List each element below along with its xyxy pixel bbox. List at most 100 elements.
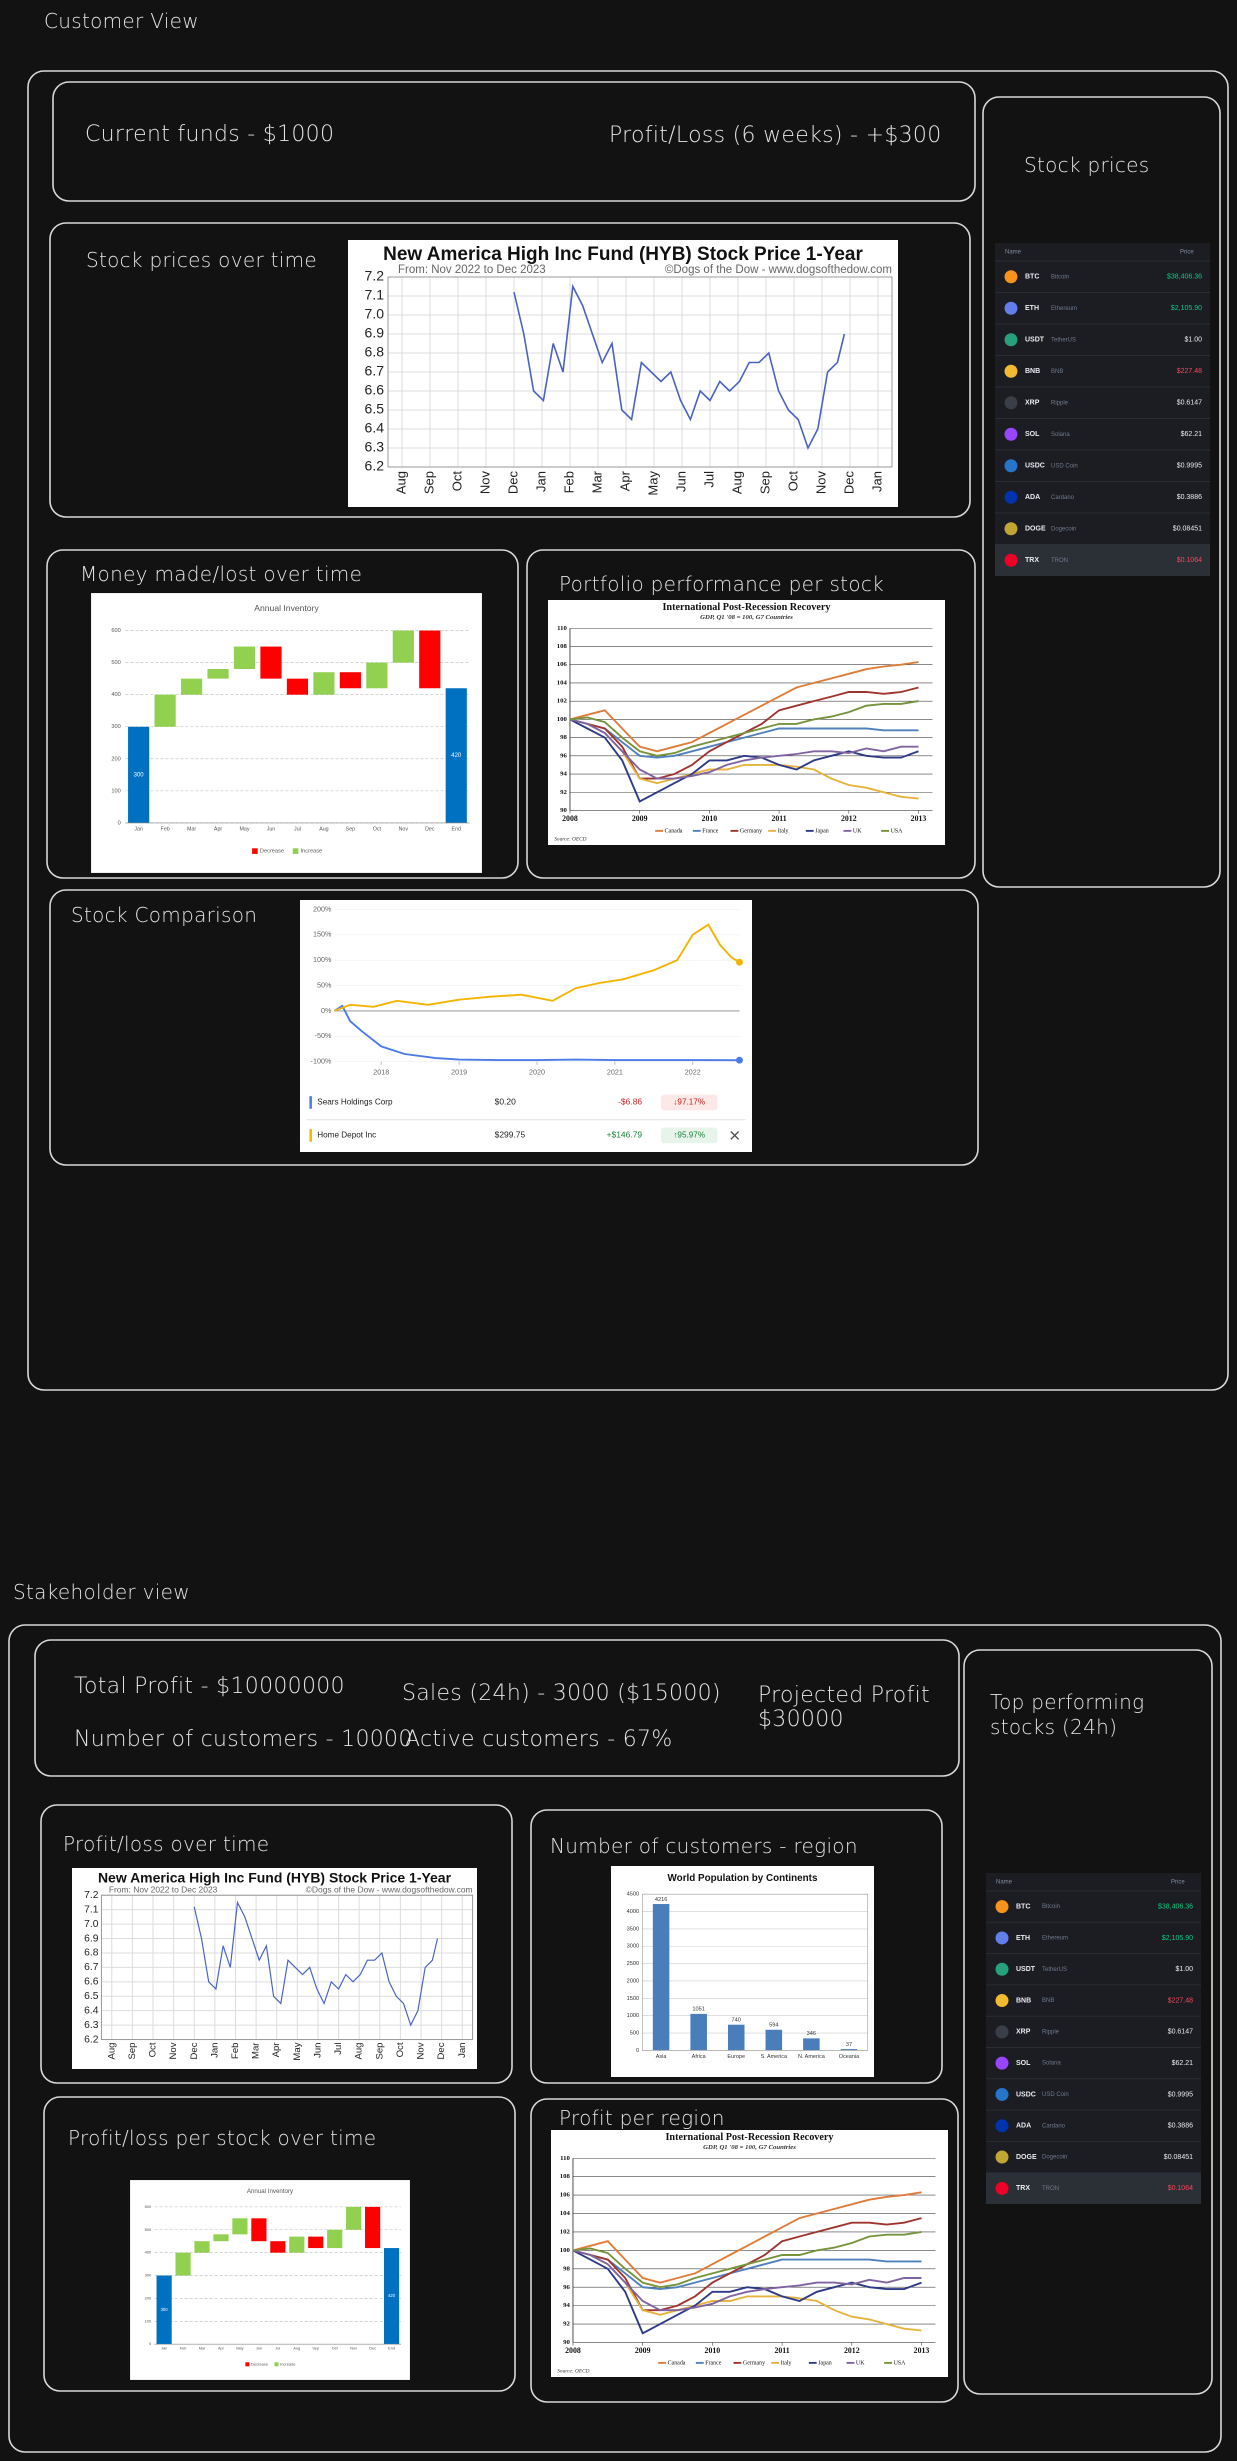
bar <box>233 646 256 670</box>
coin-name: Ripple <box>1051 400 1069 406</box>
panel-title: Profit per region <box>559 2106 725 2130</box>
panel <box>40 1804 513 2084</box>
y-tick-label: 7.1 <box>365 287 385 303</box>
coin-name: Bitcoin <box>1042 1904 1060 1910</box>
price: $2,105.90 <box>1171 305 1202 312</box>
series-line <box>572 2249 922 2332</box>
end-marker <box>735 958 743 966</box>
x-tick-label: Oct <box>395 2042 406 2057</box>
price: $227.48 <box>1168 1997 1193 2004</box>
y-tick-label: 6.5 <box>365 401 385 417</box>
y-tick-label: 500 <box>145 2227 152 2232</box>
data-label: 420 <box>388 2293 396 2298</box>
price-line <box>513 283 846 451</box>
row-highlight <box>995 544 1210 576</box>
y-tick-label: 6.6 <box>84 1977 99 1988</box>
x-tick-label: Nov <box>350 2347 357 2351</box>
y-tick-label: 98 <box>563 2265 570 2272</box>
x-tick-label: Sep <box>346 827 355 833</box>
coin-icon <box>995 2119 1009 2133</box>
coin-icon <box>1004 459 1018 473</box>
legend-swatch <box>252 848 258 854</box>
bar <box>346 2206 362 2230</box>
bar <box>366 662 388 689</box>
bar <box>154 694 176 727</box>
x-tick-label: May <box>236 2347 243 2351</box>
bar <box>392 630 414 663</box>
chart-subtitle: GDP, Q1 '08 = 100, G7 Countries <box>700 614 793 621</box>
y-tick-label: 4000 <box>627 1909 640 1915</box>
x-tick-label: Aug <box>729 471 744 494</box>
y-tick-label: 6.5 <box>84 1991 99 2002</box>
change: -$6.86 <box>618 1097 642 1107</box>
series-line <box>569 661 919 753</box>
x-tick-label: 2013 <box>911 814 927 823</box>
x-tick-label: Oceania <box>839 2054 860 2060</box>
legend-label: UK <box>856 2360 865 2366</box>
section-title: Stakeholder view <box>13 1580 190 1604</box>
coin-name: Ripple <box>1042 2029 1060 2035</box>
x-tick-label: Mar <box>187 827 196 833</box>
y-tick-label: 108 <box>560 2173 571 2180</box>
price-line <box>193 1900 439 2027</box>
y-tick-label: 102 <box>560 2228 571 2235</box>
section-title: Customer View <box>44 9 199 33</box>
y-tick-label: 110 <box>557 625 567 632</box>
panel <box>8 1624 1222 2453</box>
coin-icon <box>1004 333 1018 347</box>
coin-icon <box>1004 301 1018 315</box>
price: $0.9995 <box>1168 2091 1193 2098</box>
y-tick-label: 6.4 <box>84 2005 99 2016</box>
coin-icon <box>1004 364 1018 378</box>
price: $0.6147 <box>1177 400 1202 407</box>
y-tick-label: 7.0 <box>84 1919 99 1930</box>
panel-title: Money made/lost over time <box>80 562 363 586</box>
x-tick-label: Europe <box>727 2054 745 2060</box>
x-tick-label: Aug <box>319 827 328 833</box>
metric: Number of customers - 10000 <box>74 1727 413 1752</box>
legend-label: France <box>702 828 719 834</box>
coin-name: TetherUS <box>1051 337 1076 343</box>
x-tick-label: Apr <box>214 827 222 833</box>
bar <box>194 2241 210 2253</box>
symbol: ADA <box>1016 2123 1031 2130</box>
y-tick-label: -50% <box>315 1031 332 1040</box>
y-tick-label: 92 <box>560 789 567 796</box>
legend-label: Canada <box>665 828 683 834</box>
y-tick-label: 96 <box>560 752 567 759</box>
y-tick-label: 100% <box>313 955 332 964</box>
header: Name <box>996 1880 1013 1886</box>
change: +$146.79 <box>607 1130 643 1140</box>
y-tick-label: 96 <box>563 2284 570 2291</box>
x-tick-label: Apr <box>617 470 632 491</box>
series-line <box>334 923 740 1012</box>
x-tick-label: N. America <box>798 2054 826 2060</box>
y-tick-label: 6.8 <box>84 1948 99 1959</box>
x-tick-label: May <box>240 827 250 833</box>
data-label: 346 <box>807 2031 816 2037</box>
chart-source: Source: OECD <box>554 837 586 843</box>
symbol: SOL <box>1016 2060 1031 2067</box>
y-tick-label: 0% <box>321 1006 332 1015</box>
chart-title: New America High Inc Fund (HYB) Stock Pr… <box>383 244 863 265</box>
y-tick-label: 6.9 <box>365 325 385 341</box>
x-tick-label: 2010 <box>705 2346 721 2355</box>
coin-icon <box>995 1994 1009 2008</box>
bar <box>251 2218 267 2242</box>
x-tick-label: 2019 <box>451 1068 467 1077</box>
legend-swatch <box>309 1129 312 1142</box>
x-tick-label: Nov <box>477 471 492 495</box>
coin-name: Dogecoin <box>1042 2155 1067 2161</box>
bar <box>803 2038 820 2051</box>
chart-credit: ©Dogs of the Dow - www.dogsofthedow.com <box>306 1884 473 1894</box>
bar <box>232 2218 248 2235</box>
metric: $30000 <box>758 1707 844 1732</box>
x-tick-label: Oct <box>785 471 800 492</box>
x-tick-label: Mar <box>199 2347 206 2351</box>
panel <box>963 1649 1213 2395</box>
metric: Active customers - 67% <box>405 1727 673 1752</box>
price: $2,105.90 <box>1162 1935 1193 1942</box>
chart-credit: ©Dogs of the Dow - www.dogsofthedow.com <box>665 264 892 276</box>
x-tick-label: Dec <box>369 2347 376 2351</box>
legend-label: USA <box>891 828 904 834</box>
